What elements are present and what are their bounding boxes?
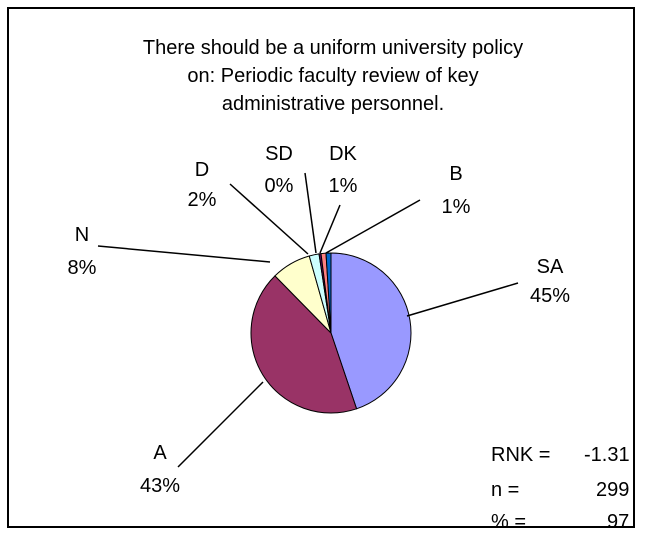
chart-title: There should be a uniform university pol… xyxy=(49,34,617,118)
slice-percent-sd: 0% xyxy=(265,175,294,197)
slice-percent-b: 1% xyxy=(442,196,471,218)
pie-slice-sa xyxy=(330,252,412,410)
leader-line-dk xyxy=(319,204,341,254)
slice-label-a: A xyxy=(153,442,167,464)
slice-percent-sa: 45% xyxy=(530,285,570,307)
slice-percent-a: 43% xyxy=(140,475,180,497)
pie-slice-a xyxy=(250,275,358,414)
leader-line-b xyxy=(325,199,421,254)
slice-label-sd: SD xyxy=(265,143,293,165)
chart-title-line-3: administrative personnel. xyxy=(221,93,445,115)
slice-percent-dk: 1% xyxy=(329,175,358,197)
slice-label-dk: DK xyxy=(329,143,357,165)
leader-line-n xyxy=(97,245,271,263)
slice-label-d: D xyxy=(195,159,209,181)
leader-line-sa xyxy=(406,282,519,317)
slice-label-b: B xyxy=(449,163,462,185)
slice-percent-d: 2% xyxy=(188,189,217,211)
chart-title-line-2: on: Periodic faculty review of key xyxy=(187,65,479,87)
leader-line-a xyxy=(177,381,264,468)
slice-label-n: N xyxy=(75,224,89,246)
leader-line-d xyxy=(229,183,309,255)
pie-slice-b xyxy=(325,252,332,334)
leader-line-sd xyxy=(304,172,317,254)
slice-percent-n: 8% xyxy=(68,257,97,279)
slice-label-sa: SA xyxy=(537,256,564,278)
chart-title-line-1: There should be a uniform university pol… xyxy=(142,37,524,59)
